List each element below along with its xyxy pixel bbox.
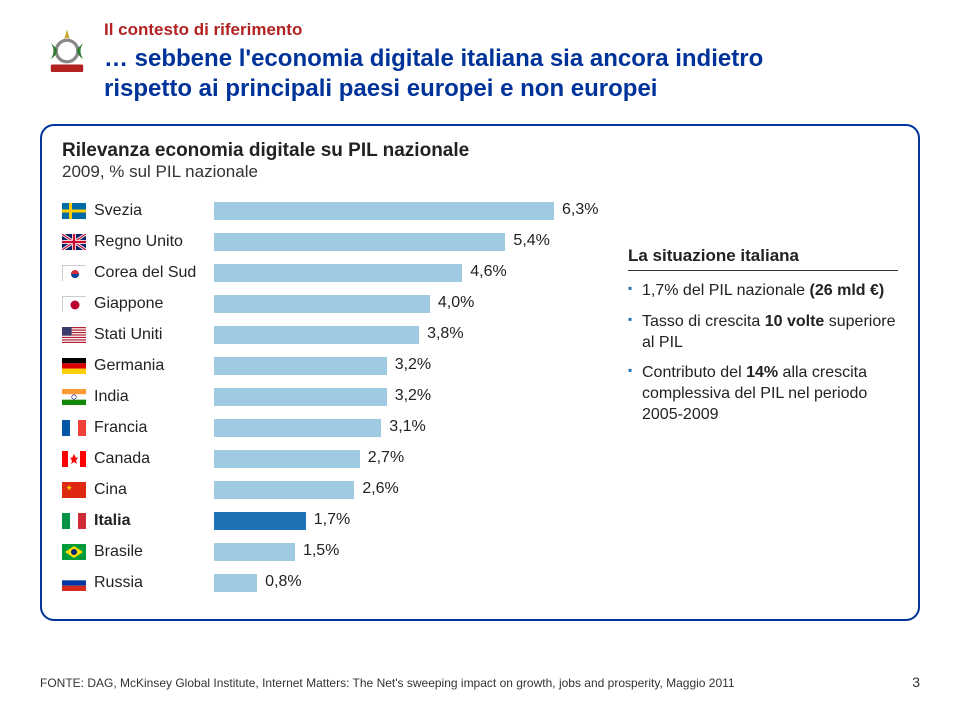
title-line-1: … sebbene l'economia digitale italiana s… [104,44,920,74]
chart-subtitle: 2009, % sul PIL nazionale [62,162,898,182]
bars-area: Svezia 6,3% Regno Unito 5,4% Corea del Sud 4,… [62,196,608,599]
country-label: Italia [94,512,214,530]
bar-value-label: 2,6% [358,480,398,498]
title-line-2: rispetto ai principali paesi europei e n… [104,74,920,104]
bar-value-label: 4,6% [466,263,506,281]
situation-item: Tasso di crescita 10 volte superiore al … [628,312,898,354]
chart-row: Svezia 6,3% [62,196,608,225]
bar-value-label: 5,4% [509,232,549,250]
bar [214,543,295,561]
country-label: Canada [94,450,214,468]
page-number: 3 [912,674,920,690]
chart-frame: Rilevanza economia digitale su PIL nazio… [40,124,920,621]
bar-wrap: 2,6% [214,481,608,499]
chart-row: Canada 2,7% [62,444,608,473]
situation-list: 1,7% del PIL nazionale (26 mld €) Tasso d… [628,281,898,426]
bar-wrap: 1,5% [214,543,608,561]
bar [214,357,387,375]
in-flag-icon [62,389,86,405]
fr-flag-icon [62,420,86,436]
ca-flag-icon [62,451,86,467]
bar [214,419,381,437]
bar-value-label: 3,8% [423,325,463,343]
country-label: Corea del Sud [94,264,214,282]
footer: FONTE: DAG, McKinsey Global Institute, I… [40,674,920,690]
bar-wrap: 4,0% [214,295,608,313]
bar-wrap: 3,2% [214,357,608,375]
bar [214,574,257,592]
chart-row: Stati Uniti 3,8% [62,320,608,349]
us-flag-icon [62,327,86,343]
country-label: Cina [94,481,214,499]
bar-value-label: 4,0% [434,294,474,312]
situation-title: La situazione italiana [628,246,898,271]
bar [214,450,360,468]
bar-wrap: 2,7% [214,450,608,468]
bar [214,512,306,530]
bar-wrap: 1,7% [214,512,608,530]
context-line: Il contesto di riferimento [104,20,920,40]
bar [214,326,419,344]
br-flag-icon [62,544,86,560]
bar-wrap: 4,6% [214,264,608,282]
svg-text:★: ★ [66,484,72,492]
bar-value-label: 3,1% [385,418,425,436]
it-flag-icon [62,513,86,529]
bar-value-label: 3,2% [391,387,431,405]
situation-item: 1,7% del PIL nazionale (26 mld €) [628,281,898,302]
bar [214,295,430,313]
country-label: Russia [94,574,214,592]
bar [214,264,462,282]
chart-row: Italia 1,7% [62,506,608,535]
chart-row: Corea del Sud 4,6% [62,258,608,287]
bar [214,481,354,499]
se-flag-icon [62,203,86,219]
chart-row: Francia 3,1% [62,413,608,442]
bar-wrap: 3,8% [214,326,608,344]
chart-row: India 3,2% [62,382,608,411]
chart-title: Rilevanza economia digitale su PIL nazio… [62,140,898,162]
country-label: Germania [94,357,214,375]
bar [214,202,554,220]
country-label: Svezia [94,202,214,220]
bar-value-label: 0,8% [261,573,301,591]
kr-flag-icon [62,265,86,281]
situation-item: Contributo del 14% alla crescita comples… [628,363,898,425]
bar-value-label: 1,5% [299,542,339,560]
gb-flag-icon [62,234,86,250]
bar-wrap: 3,1% [214,419,608,437]
chart-row: Russia 0,8% [62,568,608,597]
country-label: Regno Unito [94,233,214,251]
source-line: FONTE: DAG, McKinsey Global Institute, I… [40,676,735,690]
chart-row: ★ Cina 2,6% [62,475,608,504]
ru-flag-icon [62,575,86,591]
bar-value-label: 3,2% [391,356,431,374]
bar-wrap: 5,4% [214,233,608,251]
bar-wrap: 3,2% [214,388,608,406]
bar-value-label: 6,3% [558,201,598,219]
country-label: Brasile [94,543,214,561]
italian-republic-emblem-icon [40,24,94,78]
chart-row: Germania 3,2% [62,351,608,380]
bar-wrap: 6,3% [214,202,608,220]
cn-flag-icon: ★ [62,482,86,498]
country-label: Giappone [94,295,214,313]
chart-row: Regno Unito 5,4% [62,227,608,256]
country-label: Francia [94,419,214,437]
situation-box: La situazione italiana 1,7% del PIL nazi… [628,246,898,599]
bar [214,388,387,406]
country-label: Stati Uniti [94,326,214,344]
country-label: India [94,388,214,406]
chart-row: Giappone 4,0% [62,289,608,318]
bar-wrap: 0,8% [214,574,608,592]
chart-row: Brasile 1,5% [62,537,608,566]
bar [214,233,505,251]
bar-value-label: 2,7% [364,449,404,467]
bar-value-label: 1,7% [310,511,350,529]
de-flag-icon [62,358,86,374]
jp-flag-icon [62,296,86,312]
header: Il contesto di riferimento … sebbene l'e… [40,20,920,104]
